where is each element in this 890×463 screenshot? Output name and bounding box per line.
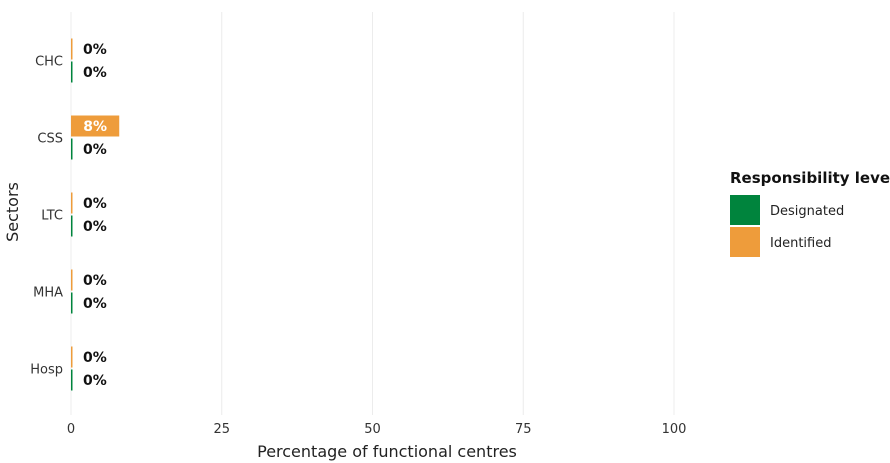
bar-designated: [71, 215, 73, 237]
data-label: 0%: [83, 273, 107, 289]
y-tick-label: CHC: [35, 55, 63, 70]
y-tick-label: LTC: [41, 209, 63, 224]
data-label: 0%: [83, 373, 107, 389]
data-label: 0%: [83, 142, 107, 158]
bar-identified: [71, 269, 73, 291]
x-tick-label: 75: [515, 422, 532, 437]
bar-designated: [71, 61, 73, 83]
y-tick-label: CSS: [37, 132, 63, 147]
legend-label: Designated: [770, 204, 844, 219]
x-tick-label: 100: [662, 422, 687, 437]
x-tick-label: 25: [213, 422, 230, 437]
bar-designated: [71, 369, 73, 391]
data-label: 0%: [83, 350, 107, 366]
data-label: 0%: [83, 65, 107, 81]
legend-title: Responsibility level: [730, 169, 890, 187]
bar-identified: [71, 115, 120, 137]
bar-designated: [71, 292, 73, 314]
legend-label: Identified: [770, 236, 831, 251]
y-axis-ticks: CHC CSS LTC MHA Hosp: [30, 55, 63, 378]
data-label: 8%: [83, 119, 107, 135]
bar-identified: [71, 346, 73, 368]
grid-lines: [70, 12, 675, 415]
x-axis-ticks: 0 25 50 75 100: [67, 422, 687, 437]
bar-identified: [71, 192, 73, 214]
legend: Responsibility level Designated Identifie…: [730, 169, 890, 257]
data-label: 0%: [83, 196, 107, 212]
data-label: 0%: [83, 296, 107, 312]
y-tick-label: Hosp: [30, 363, 63, 378]
data-label: 0%: [83, 42, 107, 58]
bars: [71, 38, 120, 391]
bar-identified: [71, 38, 73, 60]
legend-swatch: [730, 227, 760, 257]
x-tick-label: 0: [67, 422, 75, 437]
x-tick-label: 50: [364, 422, 381, 437]
bar-designated: [71, 138, 73, 160]
legend-swatch: [730, 195, 760, 225]
legend-entries: Designated Identified: [730, 195, 844, 257]
x-axis-title: Percentage of functional centres: [257, 442, 517, 461]
data-labels: 0% 0% 8% 0% 0% 0% 0% 0% 0% 0%: [83, 42, 107, 389]
y-tick-label: MHA: [33, 286, 63, 301]
data-label: 0%: [83, 219, 107, 235]
y-axis-title: Sectors: [3, 182, 22, 242]
